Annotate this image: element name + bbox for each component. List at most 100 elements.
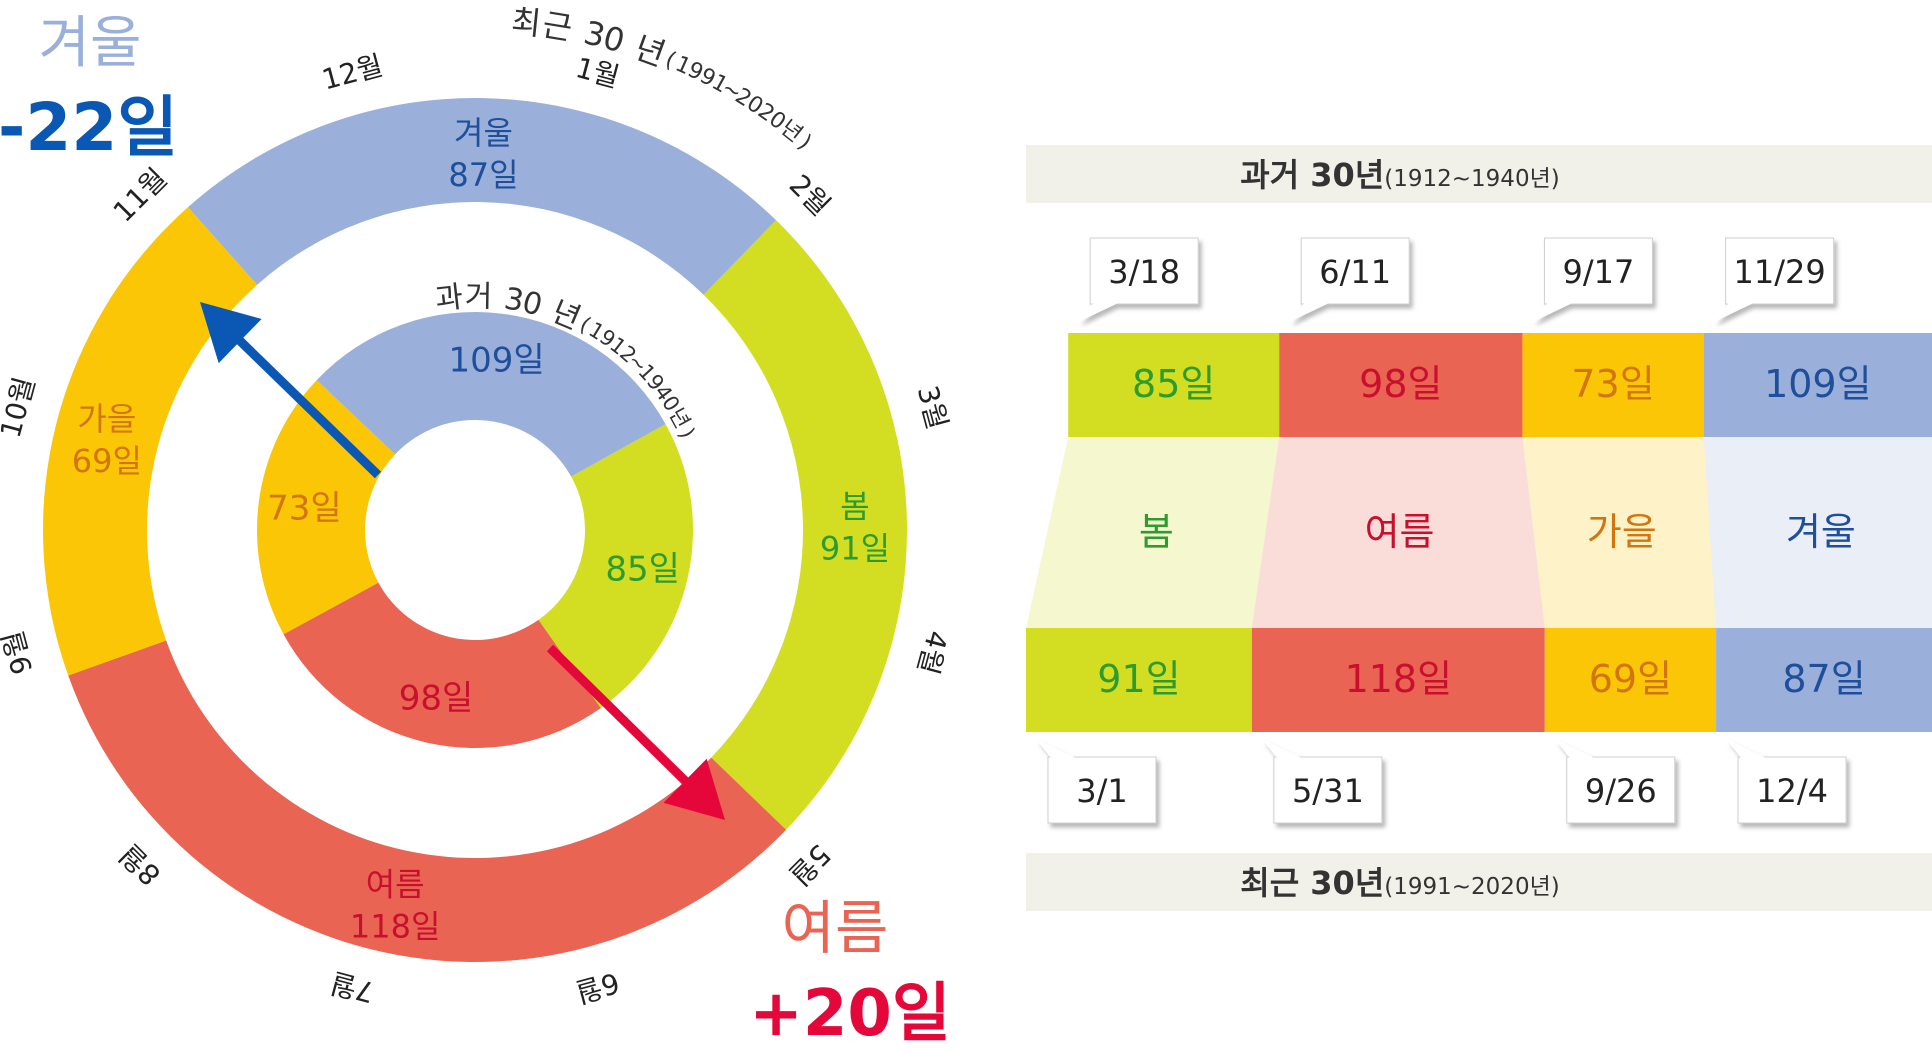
recent-start-date-3-text: 9/26 <box>1585 772 1657 810</box>
recent-start-date-3-pointer <box>1554 739 1597 759</box>
past-start-date-2: 6/11 <box>1289 237 1410 322</box>
recent-band-title-period: (1991~2020년) <box>1384 874 1559 900</box>
summer-season-name: 여름 <box>1365 510 1435 554</box>
ring-recent-spring-name: 봄 <box>840 488 869 526</box>
past-start-date-2-text: 6/11 <box>1319 253 1391 291</box>
past-start-date-4-text: 11/29 <box>1734 253 1826 291</box>
recent-start-date-1: 3/1 <box>1036 739 1157 824</box>
month-label: 6월 <box>572 966 623 1009</box>
recent-band <box>1026 853 1932 911</box>
spring-transition-band <box>1026 437 1280 628</box>
past-start-date-1-pointer <box>1078 302 1121 322</box>
ring-recent-summer-name: 여름 <box>366 866 425 904</box>
recent-start-date-3-box <box>1566 756 1676 824</box>
month-label: 8월 <box>113 838 167 892</box>
past-band <box>1026 145 1932 203</box>
past-band-title-period: (1912~1940년) <box>1384 166 1559 192</box>
past-start-date-1-box <box>1089 237 1199 305</box>
past-ring-title-char: 과 <box>433 280 464 318</box>
recent-summer-days: 118일 <box>1345 657 1453 701</box>
ring-recent-winter-label: 87일 <box>448 156 518 194</box>
past-start-date-4-pointer <box>1713 302 1756 322</box>
past-start-date-3-pointer <box>1532 302 1575 322</box>
ring-recent-autumn-label: 69일 <box>72 442 142 480</box>
month-label: 10월 <box>0 374 42 442</box>
recent-band-title-main: 최근 30년 <box>1240 864 1384 902</box>
past-start-date-4-box <box>1725 237 1835 305</box>
past-start-date-1: 3/18 <box>1078 237 1199 322</box>
month-label: 3월 <box>911 382 954 433</box>
recent-start-date-4-pointer <box>1726 739 1769 759</box>
past-autumn-bar <box>1522 333 1704 437</box>
month-label: 7월 <box>327 966 378 1009</box>
recent-autumn-bar <box>1544 628 1717 732</box>
ring-past-spring-segment <box>538 424 693 709</box>
recent-summer-bar <box>1251 628 1545 732</box>
past-summer-bar <box>1279 333 1523 437</box>
recent-start-date-2-pointer <box>1261 739 1304 759</box>
spring-season-name: 봄 <box>1139 510 1174 554</box>
ring-recent-winter-segment <box>188 98 777 295</box>
recent-winter-bar <box>1716 628 1932 732</box>
ring-past-autumn-segment <box>257 380 396 635</box>
recent-start-date-4: 12/4 <box>1726 739 1847 824</box>
winter-transition-band <box>1703 437 1932 628</box>
winter-callout-delta: -22일 <box>0 89 178 166</box>
ring-recent-winter-name: 겨울 <box>454 114 513 152</box>
summer-change-arrow <box>546 644 725 820</box>
recent-spring-bar <box>1026 628 1252 732</box>
ring-past-spring-label: 85일 <box>605 549 680 589</box>
month-label: 12월 <box>319 49 387 97</box>
donut-chart: 85일98일73일109일봄91일여름118일가을69일겨울87일1월2월3월4… <box>0 2 954 1009</box>
past-winter-days: 109일 <box>1764 362 1872 406</box>
past-start-date-1-text: 3/18 <box>1108 253 1180 291</box>
ring-past-winter-label: 109일 <box>448 340 544 380</box>
ring-past-autumn-label: 73일 <box>267 489 342 529</box>
recent-start-date-2: 5/31 <box>1261 739 1383 824</box>
recent-start-date-3: 9/26 <box>1554 739 1676 824</box>
past-band-title: 과거 30년(1912~1940년) <box>1240 156 1559 194</box>
summer-transition-band <box>1251 437 1545 628</box>
ring-recent-spring-label: 91일 <box>820 530 890 568</box>
ring-past-summer-segment <box>283 582 601 749</box>
autumn-transition-band <box>1522 437 1717 628</box>
recent-start-date-4-box <box>1737 756 1847 824</box>
recent-start-date-2-text: 5/31 <box>1292 772 1364 810</box>
past-start-date-3-box <box>1543 237 1653 305</box>
month-label: 5월 <box>783 838 837 892</box>
past-winter-bar <box>1703 333 1932 437</box>
recent-start-date-1-pointer <box>1036 739 1078 759</box>
ring-recent-summer-segment <box>68 640 787 962</box>
winter-season-name: 겨울 <box>1786 510 1856 554</box>
past-start-date-2-box <box>1300 237 1410 305</box>
recent-winter-days: 87일 <box>1782 657 1865 701</box>
ring-past-summer-label: 98일 <box>399 679 474 719</box>
month-label: 4월 <box>911 627 954 678</box>
past-summer-days: 98일 <box>1359 362 1442 406</box>
past-ring-title-char: 거 <box>465 279 493 314</box>
recent-spring-days: 91일 <box>1097 657 1180 701</box>
autumn-season-name: 가을 <box>1587 510 1657 554</box>
recent-start-date-2-box <box>1273 756 1383 824</box>
past-spring-days: 85일 <box>1132 362 1215 406</box>
past-start-date-3: 9/17 <box>1532 237 1653 322</box>
recent-autumn-days: 69일 <box>1589 657 1672 701</box>
recent-band-title: 최근 30년(1991~2020년) <box>1240 864 1559 902</box>
ring-recent-autumn-name: 가을 <box>77 400 136 438</box>
past-start-date-4: 11/29 <box>1713 237 1835 322</box>
past-start-date-3-text: 9/17 <box>1563 253 1635 291</box>
ring-recent-autumn-segment <box>43 207 258 676</box>
month-label: 9월 <box>0 627 39 678</box>
ring-recent-spring-segment <box>703 220 907 830</box>
ring-recent-summer-label: 118일 <box>350 908 441 946</box>
past-autumn-days: 73일 <box>1571 362 1654 406</box>
recent-start-date-1-box <box>1047 756 1157 824</box>
summer-callout-delta: +20일 <box>749 977 951 1051</box>
summer-callout-label: 여름 <box>782 894 889 962</box>
winter-callout-label: 겨울 <box>38 11 141 76</box>
recent-ring-title-char: 최 <box>510 2 543 43</box>
past-spring-bar <box>1068 333 1280 437</box>
ring-past-winter-segment <box>316 312 666 477</box>
